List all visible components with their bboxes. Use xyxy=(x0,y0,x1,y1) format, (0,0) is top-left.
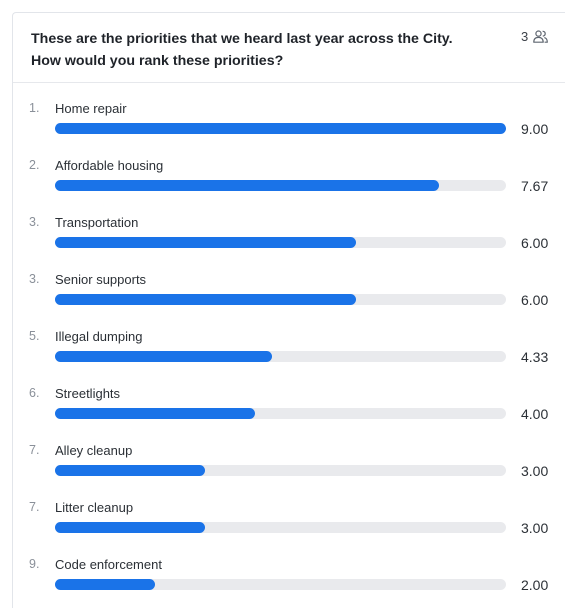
bar-track xyxy=(55,237,506,248)
question-line-2: How would you rank these priorities? xyxy=(31,53,284,69)
ranking-row: 9. Code enforcement 2.00 xyxy=(13,557,565,608)
rank-number: 1. xyxy=(29,101,40,115)
ranking-row: 5. Illegal dumping 4.33 xyxy=(13,329,565,386)
bar-fill xyxy=(55,465,206,476)
question-line-1: These are the priorities that we heard l… xyxy=(31,31,453,47)
people-icon xyxy=(533,30,549,43)
rank-number: 7. xyxy=(29,500,40,514)
priority-label: Home repair xyxy=(55,101,127,116)
score-value: 7.67 xyxy=(521,178,549,194)
rank-number: 6. xyxy=(29,386,40,400)
bar-fill xyxy=(55,180,440,191)
score-value: 9.00 xyxy=(521,121,549,137)
bar-fill xyxy=(55,123,506,134)
bar-track xyxy=(55,522,506,533)
score-value: 3.00 xyxy=(521,520,549,536)
rank-number: 7. xyxy=(29,443,40,457)
rank-number: 9. xyxy=(29,557,40,571)
ranking-results-card: These are the priorities that we heard l… xyxy=(12,12,565,608)
score-value: 6.00 xyxy=(521,235,549,251)
bar-fill xyxy=(55,294,356,305)
rank-number: 2. xyxy=(29,158,40,172)
score-value: 6.00 xyxy=(521,292,549,308)
priority-label: Alley cleanup xyxy=(55,443,133,458)
priority-label: Affordable housing xyxy=(55,158,164,173)
bar-track xyxy=(55,465,506,476)
priority-label: Illegal dumping xyxy=(55,329,143,344)
bar-track xyxy=(55,123,506,134)
rank-number: 3. xyxy=(29,215,40,229)
ranking-row: 7. Litter cleanup 3.00 xyxy=(13,500,565,557)
respondent-count: 3 xyxy=(521,29,549,44)
bar-fill xyxy=(55,408,256,419)
ranking-row: 6. Streetlights 4.00 xyxy=(13,386,565,443)
ranking-row: 3. Senior supports 6.00 xyxy=(13,272,565,329)
priority-label: Litter cleanup xyxy=(55,500,134,515)
ranking-row: 7. Alley cleanup 3.00 xyxy=(13,443,565,500)
bar-track xyxy=(55,408,506,419)
ranking-row: 3. Transportation 6.00 xyxy=(13,215,565,272)
bar-fill xyxy=(55,237,356,248)
bar-fill xyxy=(55,522,206,533)
bar-track xyxy=(55,579,506,590)
score-value: 3.00 xyxy=(521,463,549,479)
ranking-row: 1. Home repair 9.00 xyxy=(13,101,565,158)
respondent-count-value: 3 xyxy=(521,29,529,44)
rank-number: 3. xyxy=(29,272,40,286)
priority-label: Streetlights xyxy=(55,386,121,401)
priority-label: Code enforcement xyxy=(55,557,162,572)
bar-fill xyxy=(55,579,156,590)
question-title: These are the priorities that we heard l… xyxy=(31,28,501,72)
score-value: 2.00 xyxy=(521,577,549,593)
priority-label: Senior supports xyxy=(55,272,147,287)
priority-label: Transportation xyxy=(55,215,139,230)
bar-track xyxy=(55,351,506,362)
bar-track xyxy=(55,294,506,305)
ranking-row: 2. Affordable housing 7.67 xyxy=(13,158,565,215)
score-value: 4.33 xyxy=(521,349,549,365)
rank-number: 5. xyxy=(29,329,40,343)
bar-fill xyxy=(55,351,272,362)
question-header: These are the priorities that we heard l… xyxy=(13,13,565,83)
score-value: 4.00 xyxy=(521,406,549,422)
bar-track xyxy=(55,180,506,191)
